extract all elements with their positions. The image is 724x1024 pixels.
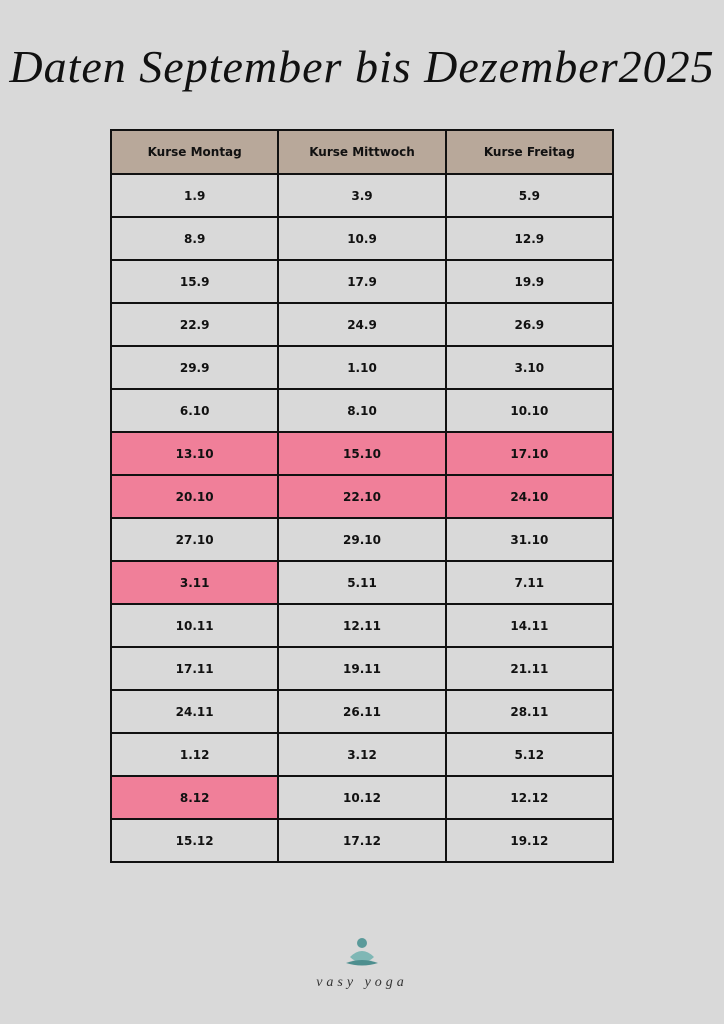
table-cell: 24.9	[277, 302, 447, 347]
table-cell: 12.12	[444, 775, 615, 820]
column-header: Kurse Montag	[109, 129, 280, 175]
table-row: 10.11 12.11 14.11	[109, 603, 615, 648]
table-cell: 14.11	[444, 603, 615, 648]
table-row: 20.10 22.10 24.10	[109, 474, 615, 519]
table-cell: 17.12	[277, 818, 447, 863]
table-row: 1.12 3.12 5.12	[109, 732, 615, 777]
logo-icon	[346, 938, 378, 966]
table-body: 1.9 3.9 5.9 8.9 10.9 12.9 15.9 17.9 19.9 22.9 24.9…	[109, 173, 615, 863]
table-cell: 3.9	[277, 173, 447, 218]
highlighted-cell: 15.10	[277, 431, 447, 476]
table-cell: 8.10	[277, 388, 447, 433]
table-cell: 26.11	[277, 689, 447, 734]
table-cell: 6.10	[109, 388, 280, 433]
highlighted-cell: 24.10	[444, 474, 615, 519]
table-row: 13.10 15.10 17.10	[109, 431, 615, 476]
table-cell: 26.9	[444, 302, 615, 347]
table-cell: 21.11	[444, 646, 615, 691]
column-header: Kurse Mittwoch	[277, 129, 447, 175]
logo-text: vasy yoga	[316, 975, 408, 990]
table-row: 27.10 29.10 31.10	[109, 517, 615, 562]
schedule-table: Kurse Montag Kurse Mittwoch Kurse Freitag …	[109, 129, 615, 863]
table-row: 24.11 26.11 28.11	[109, 689, 615, 734]
header-row: Kurse Montag Kurse Mittwoch Kurse Freitag	[109, 129, 615, 175]
table-cell: 17.11	[109, 646, 280, 691]
table-cell: 5.9	[444, 173, 615, 218]
table-row: 1.9 3.9 5.9	[109, 173, 615, 218]
highlighted-cell: 17.10	[444, 431, 615, 476]
column-header: Kurse Freitag	[444, 129, 615, 175]
highlighted-cell: 3.11	[109, 560, 280, 605]
table-cell: 15.9	[109, 259, 280, 304]
table-cell: 24.11	[109, 689, 280, 734]
table-cell: 5.11	[277, 560, 447, 605]
highlighted-cell: 13.10	[109, 431, 280, 476]
highlighted-cell: 22.10	[277, 474, 447, 519]
table-cell: 19.11	[277, 646, 447, 691]
table-cell: 5.12	[444, 732, 615, 777]
table-cell: 28.11	[444, 689, 615, 734]
table-cell: 10.10	[444, 388, 615, 433]
table-cell: 31.10	[444, 517, 615, 562]
table-cell: 22.9	[109, 302, 280, 347]
table-cell: 10.12	[277, 775, 447, 820]
table-row: 6.10 8.10 10.10	[109, 388, 615, 433]
table-row: 29.9 1.10 3.10	[109, 345, 615, 390]
table-cell: 8.9	[109, 216, 280, 261]
table-cell: 10.11	[109, 603, 280, 648]
table-cell: 1.9	[109, 173, 280, 218]
table-row: 15.9 17.9 19.9	[109, 259, 615, 304]
highlighted-cell: 20.10	[109, 474, 280, 519]
table-cell: 7.11	[444, 560, 615, 605]
table-cell: 15.12	[109, 818, 280, 863]
table-cell: 1.10	[277, 345, 447, 390]
title: Daten September bis Dezember2025	[9, 41, 715, 92]
highlighted-cell: 8.12	[109, 775, 280, 820]
table-row: 8.9 10.9 12.9	[109, 216, 615, 261]
table-cell: 3.10	[444, 345, 615, 390]
table-cell: 12.11	[277, 603, 447, 648]
table-row: 22.9 24.9 26.9	[109, 302, 615, 347]
table-cell: 19.12	[444, 818, 615, 863]
table-cell: 12.9	[444, 216, 615, 261]
table-row: 15.12 17.12 19.12	[109, 818, 615, 863]
table-cell: 1.12	[109, 732, 280, 777]
table-row: 3.11 5.11 7.11	[109, 560, 615, 605]
table-cell: 10.9	[277, 216, 447, 261]
table-cell: 3.12	[277, 732, 447, 777]
table-cell: 19.9	[444, 259, 615, 304]
table-cell: 27.10	[109, 517, 280, 562]
table-row: 8.12 10.12 12.12	[109, 775, 615, 820]
table-row: 17.11 19.11 21.11	[109, 646, 615, 691]
table-cell: 29.10	[277, 517, 447, 562]
table-cell: 29.9	[109, 345, 280, 390]
table-cell: 17.9	[277, 259, 447, 304]
